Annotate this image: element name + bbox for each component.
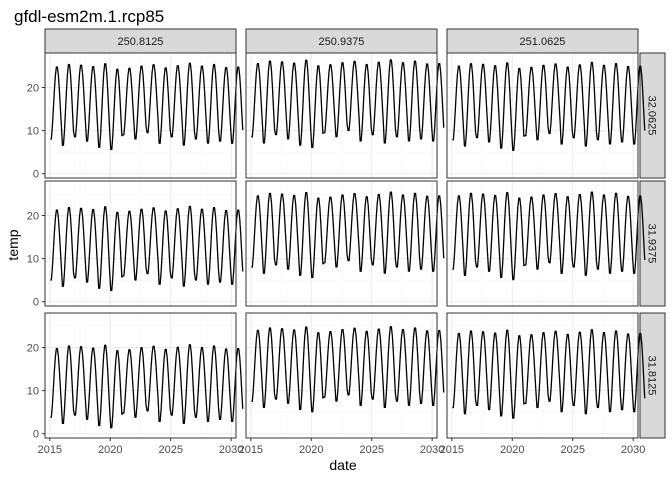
panel-border	[44, 180, 237, 307]
x-tick-label: 2030	[420, 444, 444, 456]
facet-strip-label: 251.0625	[520, 36, 566, 48]
facet-strip-col-250.8125: 250.8125	[44, 28, 237, 54]
x-tick-label: 2020	[500, 444, 524, 456]
temp-series-line	[50, 205, 244, 292]
panel-border	[446, 312, 639, 439]
panel-border	[245, 312, 438, 439]
x-tick-label: 2025	[359, 444, 383, 456]
temp-series-line	[50, 62, 244, 151]
panel-border	[44, 312, 237, 439]
panel-250.9375-32.0625	[245, 52, 445, 179]
panel-250.9375-31.9375	[245, 180, 445, 307]
panel-border	[245, 52, 438, 179]
temp-series-line	[251, 191, 445, 279]
y-tick-label: 0	[33, 429, 39, 441]
facet-strip-label: 31.9375	[646, 224, 658, 264]
panel-250.8125-31.8125: 0 10 20 2015 2020 2025 2030	[27, 312, 244, 456]
panel-251.0625-31.8125: 2015 2020 2025 2030	[440, 312, 646, 456]
panel-251.0625-32.0625	[446, 52, 646, 179]
facet-strip-row-31.8125: 31.8125	[639, 312, 666, 439]
panel-250.9375-31.8125: 2015 2020 2025 2030	[239, 312, 445, 456]
y-axis-title: temp	[5, 229, 21, 260]
y-tick-label: 10	[27, 386, 39, 398]
y-tick-label: 10	[27, 126, 39, 138]
x-tick-label: 2025	[158, 444, 182, 456]
y-tick-label: 20	[27, 82, 39, 94]
y-tick-label: 0	[33, 297, 39, 309]
facet-strip-label: 31.8125	[646, 356, 658, 396]
x-tick-label: 2025	[560, 444, 584, 456]
x-tick-label: 2030	[621, 444, 645, 456]
temp-series-line	[452, 191, 646, 281]
x-tick-label: 2020	[98, 444, 122, 456]
temp-series-line	[452, 61, 646, 151]
facet-strip-label: 250.9375	[319, 36, 365, 48]
panel-border	[245, 180, 438, 307]
y-tick-label: 0	[33, 169, 39, 181]
panel-border	[446, 52, 639, 179]
x-axis-title: date	[329, 457, 356, 473]
panel-250.8125-31.9375: 0 10 20	[27, 180, 244, 309]
temp-series-line	[50, 344, 244, 429]
facet-strip-label: 32.0625	[646, 96, 658, 136]
x-tick-label: 2015	[239, 444, 263, 456]
chart-title: gfdl-esm2m.1.rcp85	[14, 7, 164, 26]
facet-strip-col-251.0625: 251.0625	[446, 28, 639, 54]
temp-series-line	[251, 59, 445, 148]
panel-border	[44, 52, 237, 179]
facet-strip-label: 250.8125	[118, 36, 164, 48]
panel-border	[446, 180, 639, 307]
x-tick-label: 2020	[299, 444, 323, 456]
y-tick-label: 10	[27, 254, 39, 266]
facet-strip-background	[245, 28, 438, 54]
y-tick-label: 20	[27, 210, 39, 222]
y-tick-label: 20	[27, 342, 39, 354]
x-tick-label: 2015	[440, 444, 464, 456]
facet-strip-col-250.9375: 250.9375	[245, 28, 438, 54]
temp-series-line	[251, 326, 445, 413]
facet-strip-background	[44, 28, 237, 54]
panel-250.8125-32.0625: 0 10 20	[27, 52, 244, 181]
facet-grid: 250.8125 250.9375 251.0625 32.0625 31.9375 31…	[27, 28, 666, 456]
temp-series-line	[452, 329, 646, 419]
panel-251.0625-31.9375	[446, 180, 646, 307]
x-tick-label: 2015	[38, 444, 62, 456]
x-tick-label: 2030	[219, 444, 243, 456]
